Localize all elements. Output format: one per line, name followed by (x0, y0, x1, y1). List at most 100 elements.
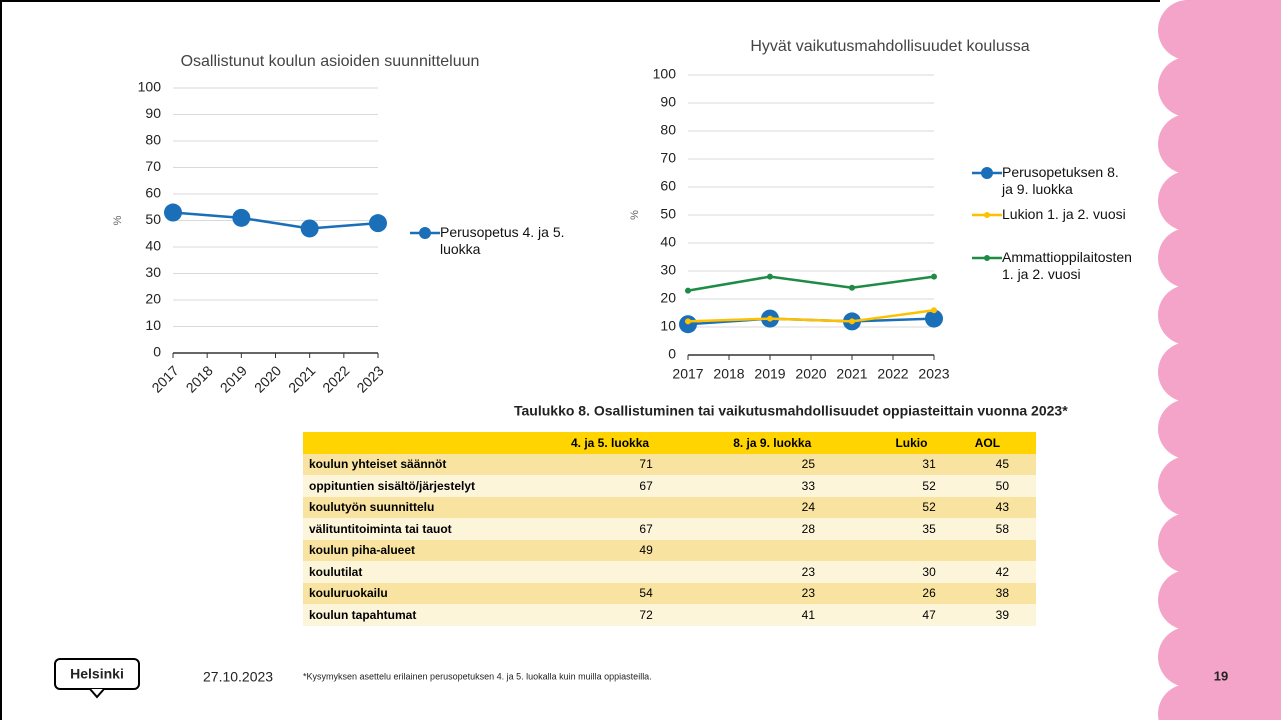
x-tick-label: 2021 (285, 362, 318, 395)
legend-swatch (972, 212, 1002, 218)
table-row: kouluruokailu 54 23 26 38 (303, 582, 1036, 604)
legend-swatch (972, 255, 1002, 261)
table-row: koulun yhteiset säännöt 71 25 31 45 (303, 453, 1036, 475)
table-cell (969, 540, 1036, 562)
table-cell: 71 (639, 457, 653, 472)
data-point (369, 214, 387, 233)
x-tick-label: 2019 (217, 362, 250, 395)
table-cell: 33 (801, 478, 815, 493)
data-point (849, 318, 855, 325)
y-tick-label: 30 (660, 262, 676, 278)
table-row: koulutilat 23 30 42 (303, 561, 1036, 583)
data-point (164, 203, 182, 222)
scallop (1158, 114, 1218, 174)
x-tick-label: 2018 (183, 362, 216, 395)
table-cell (565, 561, 727, 583)
data-point (300, 219, 319, 238)
table-cell: 4. ja 5. luokka (565, 432, 728, 454)
scallop (1158, 57, 1218, 117)
table-cell: 72 (639, 607, 653, 622)
table-cell: 28 (801, 521, 815, 536)
data-point (232, 208, 251, 227)
series-line (172, 211, 379, 230)
y-tick-label: 0 (668, 346, 676, 362)
table-row: koulun tapahtumat 72 41 47 39 (303, 604, 1036, 626)
scallop (1158, 684, 1218, 720)
x-tick-label: 2021 (836, 366, 867, 382)
table-cell: 52 (922, 500, 936, 515)
series-line (687, 308, 935, 323)
y-tick-label: 20 (145, 291, 161, 307)
table-cell: 25 (801, 457, 815, 472)
x-tick-label: 2017 (148, 362, 181, 395)
x-tick-label: 2023 (353, 362, 386, 395)
x-tick-label: 2020 (251, 362, 284, 395)
scallop (1158, 342, 1218, 402)
table-cell (889, 540, 968, 562)
x-tick-label: 2018 (713, 366, 744, 382)
scallop (1158, 570, 1218, 630)
data-point (931, 307, 937, 314)
table-header: 4. ja 5. luokka 8. ja 9. luokka Lukio AOL (303, 432, 1036, 454)
data-point (685, 287, 691, 294)
table-row: koulun piha-alueet 49 (303, 539, 1036, 562)
scallop (1158, 285, 1218, 345)
table-row: koulutyön suunnittelu 24 52 43 (303, 496, 1036, 518)
y-tick-label: 80 (660, 122, 676, 138)
date: 27.10.2023 (203, 669, 273, 685)
x-tick-label: 2022 (877, 366, 908, 382)
table-cell: koulun piha-alueet (309, 543, 416, 558)
table-cell: 45 (995, 457, 1010, 472)
table-cell: 49 (639, 543, 653, 558)
legend-label: Lukion 1. ja 2. vuosi (1002, 206, 1126, 222)
legend-entry: Perusopetuksen 8. ja 9. luokka (972, 164, 1132, 198)
table-cell: 50 (995, 478, 1010, 493)
logo: Helsinki (70, 666, 124, 682)
table-cell: kouluruokailu (309, 586, 388, 601)
table-cell: 47 (922, 607, 936, 622)
y-tick-label: 40 (660, 234, 676, 250)
scallop (1158, 171, 1218, 231)
data-point (925, 309, 943, 328)
table-cell: 58 (995, 521, 1010, 536)
y-tick-label: 60 (660, 178, 676, 194)
table-cell: 42 (995, 564, 1010, 579)
data-point (931, 273, 937, 280)
x-tick-label: 2019 (754, 366, 785, 382)
table-cell: 24 (801, 500, 815, 515)
data-point (685, 318, 691, 325)
page-number: 19 (1214, 668, 1228, 683)
legend-label: Perusopetus 4. ja 5. luokka (440, 224, 565, 257)
x-tick-label: 2023 (918, 366, 949, 382)
chart-title: Osallistunut koulun asioiden suunnittelu… (181, 53, 480, 70)
table-cell: AOL (968, 432, 1036, 454)
scallop (1158, 228, 1218, 288)
table-cell: 41 (801, 607, 815, 622)
y-tick-label: 100 (138, 79, 162, 95)
table-cell: Lukio (889, 432, 969, 454)
y-tick-label: 100 (653, 66, 677, 82)
table-cell: 52 (922, 478, 936, 493)
legend-swatch (972, 167, 1002, 179)
y-tick-label: 40 (145, 238, 161, 254)
data-point (767, 315, 773, 322)
y-tick-label: 70 (145, 158, 161, 174)
table-cell: 39 (995, 607, 1010, 622)
y-tick-label: 50 (660, 206, 676, 222)
scallop (1158, 513, 1218, 573)
table-cell (303, 432, 565, 454)
scallop (1158, 0, 1218, 60)
y-tick-label: 0 (153, 344, 161, 360)
chart-title: Hyvät vaikutusmahdollisuudet koulussa (750, 38, 1029, 55)
legend-entry: Perusopetus 4. ja 5. luokka (410, 224, 570, 258)
table-cell: 38 (995, 586, 1010, 601)
table-cell: koulutyön suunnittelu (309, 500, 435, 515)
table-cell: 23 (801, 564, 815, 579)
table-cell: 23 (801, 586, 815, 601)
table-cell: koulun yhteiset säännöt (309, 457, 447, 472)
y-axis-label: % (112, 215, 124, 225)
data-point (767, 273, 773, 280)
x-tick-label: 2017 (672, 366, 703, 382)
y-tick-label: 10 (145, 317, 161, 333)
